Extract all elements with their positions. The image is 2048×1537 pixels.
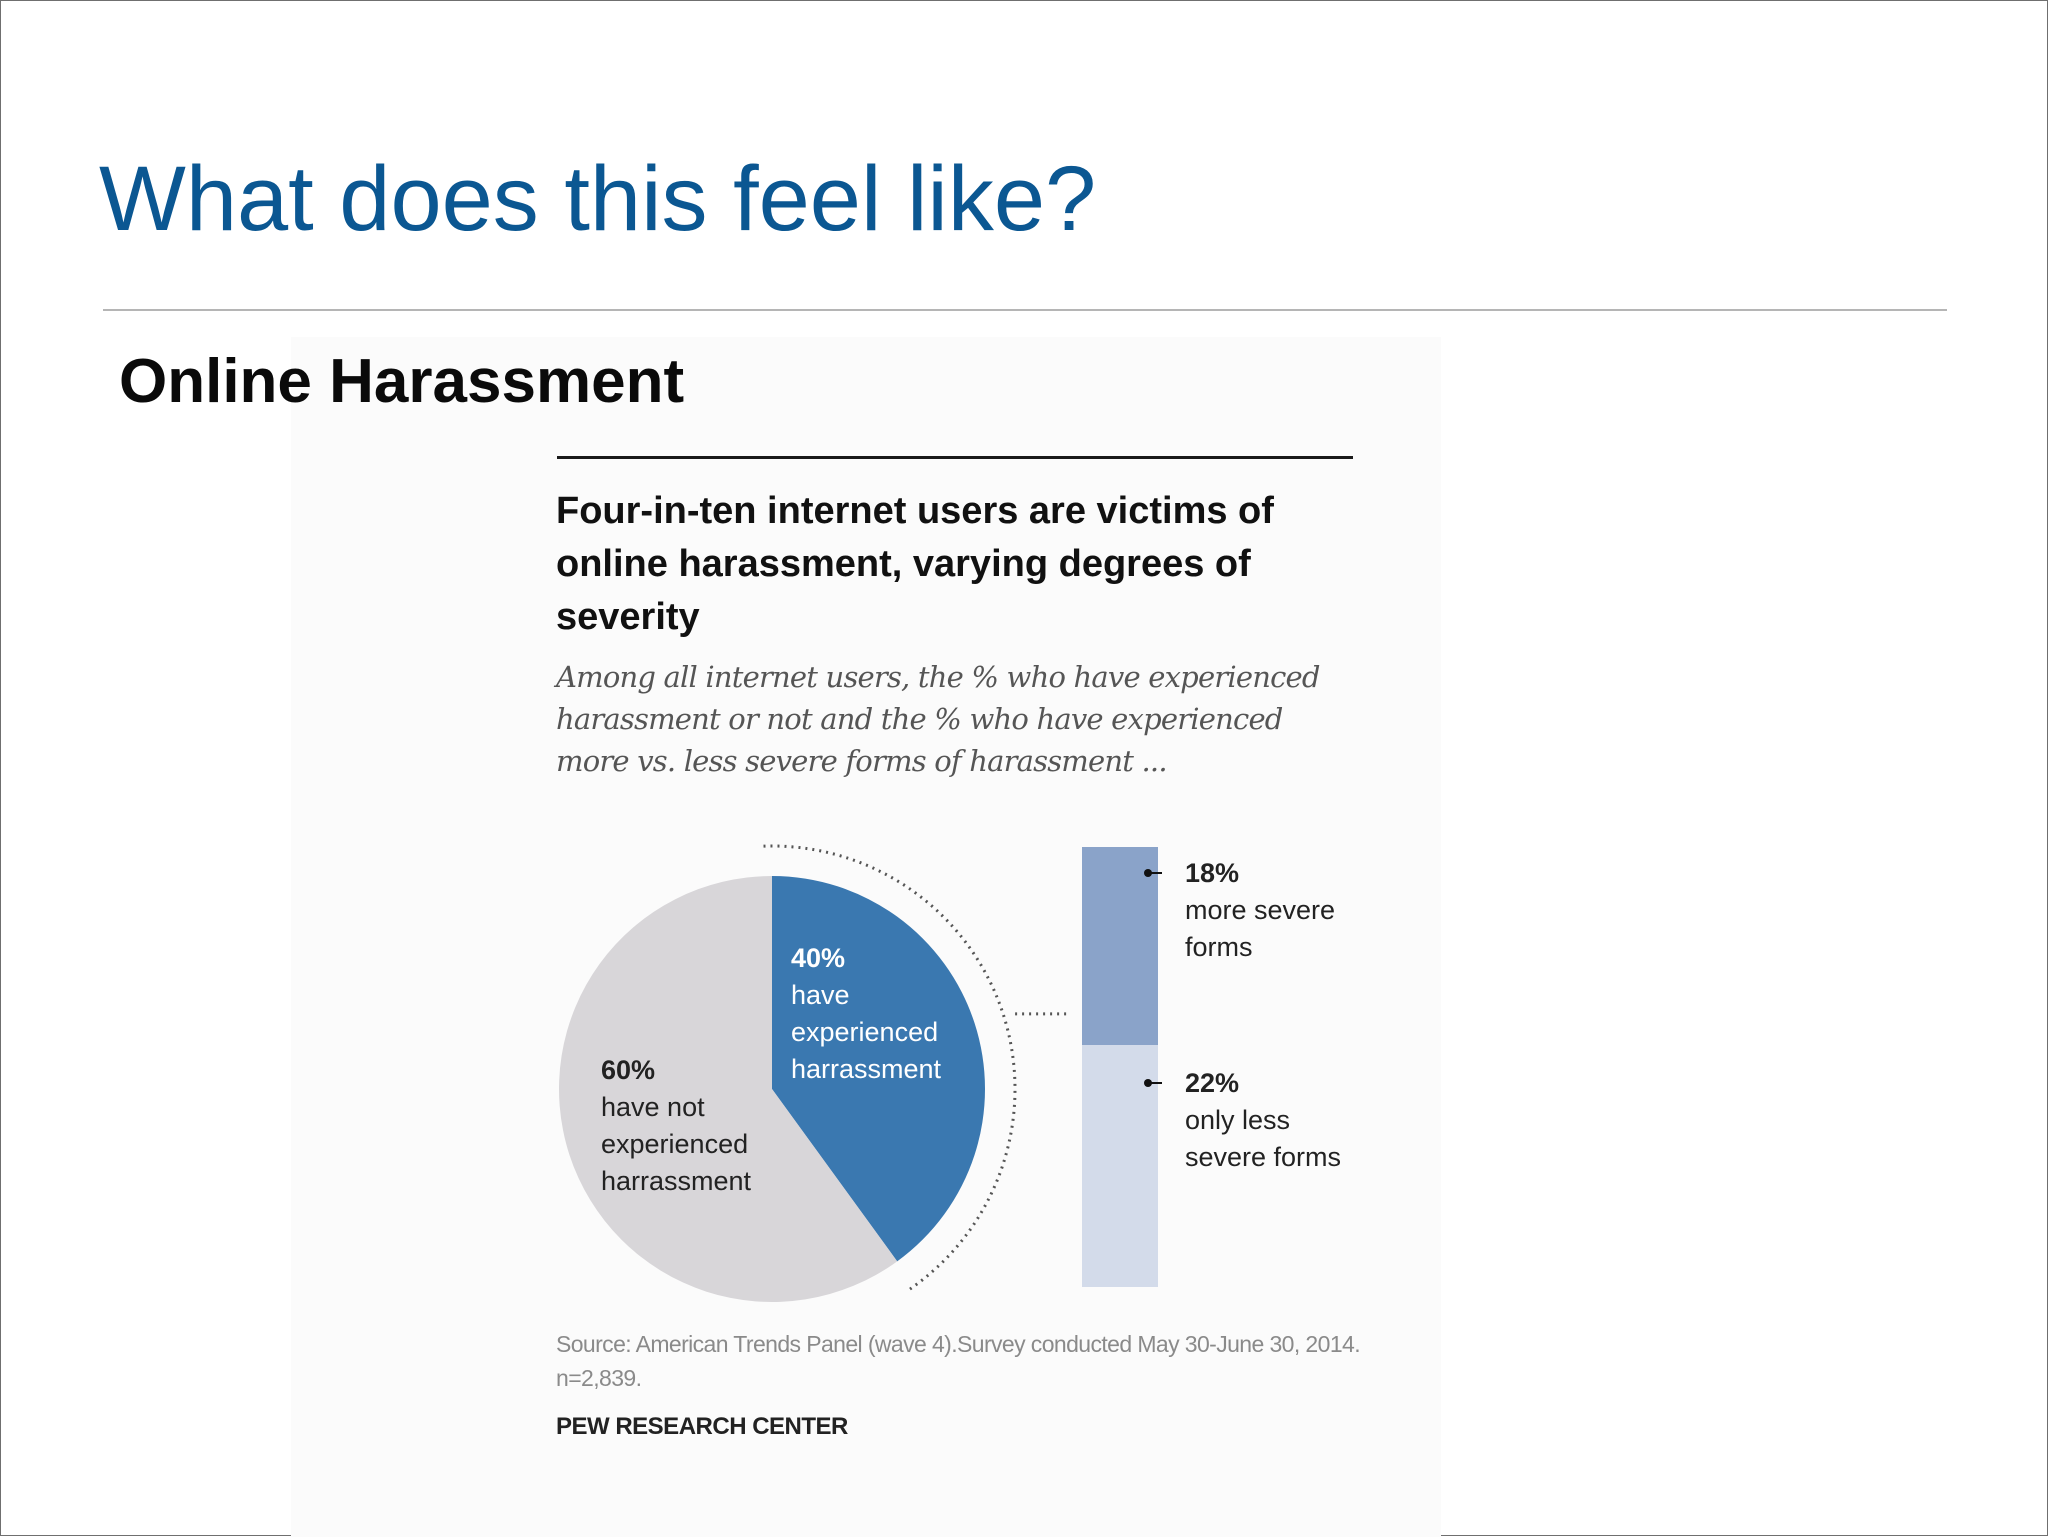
source-note: Source: American Trends Panel (wave 4).S…: [556, 1331, 1361, 1391]
bar-label-less_severe: 22% only less severe forms: [1185, 1068, 1341, 1172]
organization-label: PEW RESEARCH CENTER: [556, 1413, 848, 1440]
bar-segment-more_severe: [1082, 847, 1158, 1045]
pie-chart: [559, 844, 1068, 1302]
pie-slice-experienced: [772, 876, 985, 1262]
pie-label-experienced: 40% have experienced harrassment: [791, 943, 942, 1084]
severity-bar: [1082, 847, 1162, 1287]
chart-subtitle: Among all internet users, the % who have…: [556, 660, 1320, 778]
pie-label-not-experienced: 60% have not experienced harrassment: [601, 1055, 752, 1196]
pie-slice-not_experienced: [559, 876, 898, 1302]
chart-title: Four-in-ten internet users are victims o…: [556, 490, 1274, 638]
slide-title: What does this feel like?: [99, 148, 1097, 250]
title-divider: [103, 309, 1947, 311]
figure-top-rule: [557, 456, 1353, 459]
chart-labels: 40% have experienced harrassment 60% have not…: [601, 858, 1341, 1196]
section-heading: Online Harassment: [119, 347, 685, 416]
bar-label-more_severe: 18% more severe forms: [1185, 858, 1335, 962]
